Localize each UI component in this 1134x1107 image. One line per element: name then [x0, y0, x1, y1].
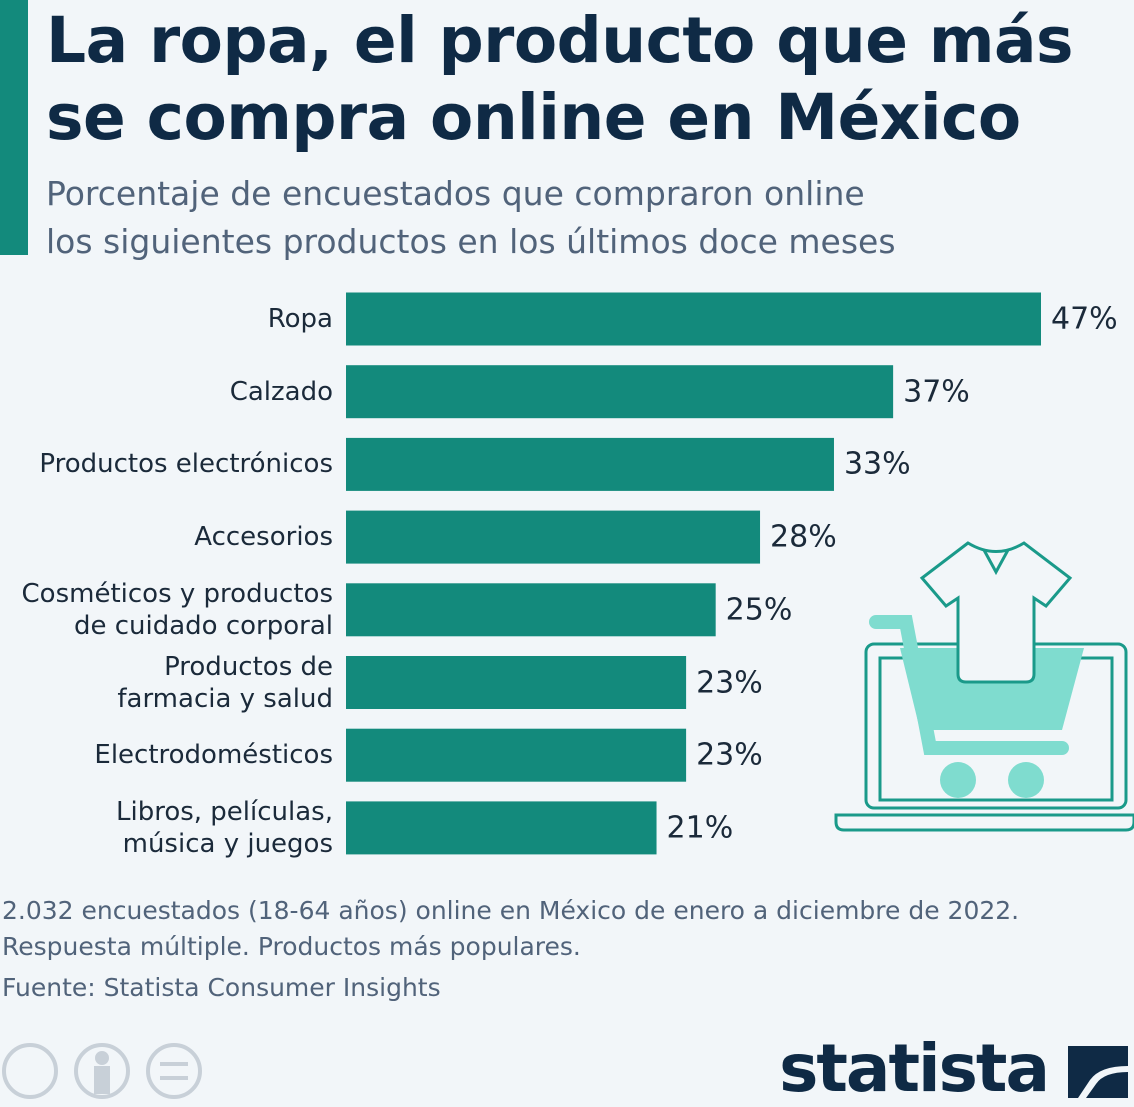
- category-label: Calzado: [229, 376, 333, 407]
- value-label: 33%: [843, 446, 911, 482]
- category-label: Electrodomésticos: [94, 740, 333, 771]
- value-label: 28%: [770, 519, 837, 555]
- bar: [346, 437, 834, 491]
- value-label: 21%: [666, 810, 734, 846]
- bar: [346, 292, 1041, 346]
- category-label: Cosméticos y productos de cuidado corpor…: [21, 578, 333, 641]
- category-label: Libros, películas, música y juegos: [115, 796, 333, 859]
- bar: [346, 365, 894, 419]
- footnote: 2.032 encuestados (18-64 años) online en…: [2, 896, 1020, 961]
- brand-logo: statista: [779, 1030, 1050, 1107]
- value-label: 23%: [696, 665, 763, 700]
- category-label: Productos electrónicos: [39, 449, 333, 480]
- category-label: Ropa: [267, 304, 333, 334]
- bar: [346, 583, 716, 637]
- illustration: [834, 541, 1134, 832]
- bar: [346, 510, 761, 564]
- logo-mark: [1068, 1046, 1128, 1098]
- category-label: Accesorios: [194, 522, 333, 553]
- bar: [346, 801, 657, 855]
- bar: [346, 728, 687, 782]
- accent-bar: [0, 0, 28, 255]
- bar: [346, 656, 687, 709]
- cc-icons: [2, 1043, 202, 1099]
- value-label: 23%: [696, 737, 763, 773]
- value-label: 37%: [903, 374, 970, 410]
- chart-subtitle: Porcentaje de encuestados que compraron …: [46, 174, 896, 261]
- category-label: Productos de farmacia y salud: [117, 651, 333, 714]
- value-label: 25%: [725, 592, 793, 628]
- chart-title: La ropa, el producto que más se compra o…: [46, 4, 1074, 154]
- source: Fuente: Statista Consumer Insights: [2, 973, 441, 1002]
- value-label: 47%: [1051, 301, 1118, 337]
